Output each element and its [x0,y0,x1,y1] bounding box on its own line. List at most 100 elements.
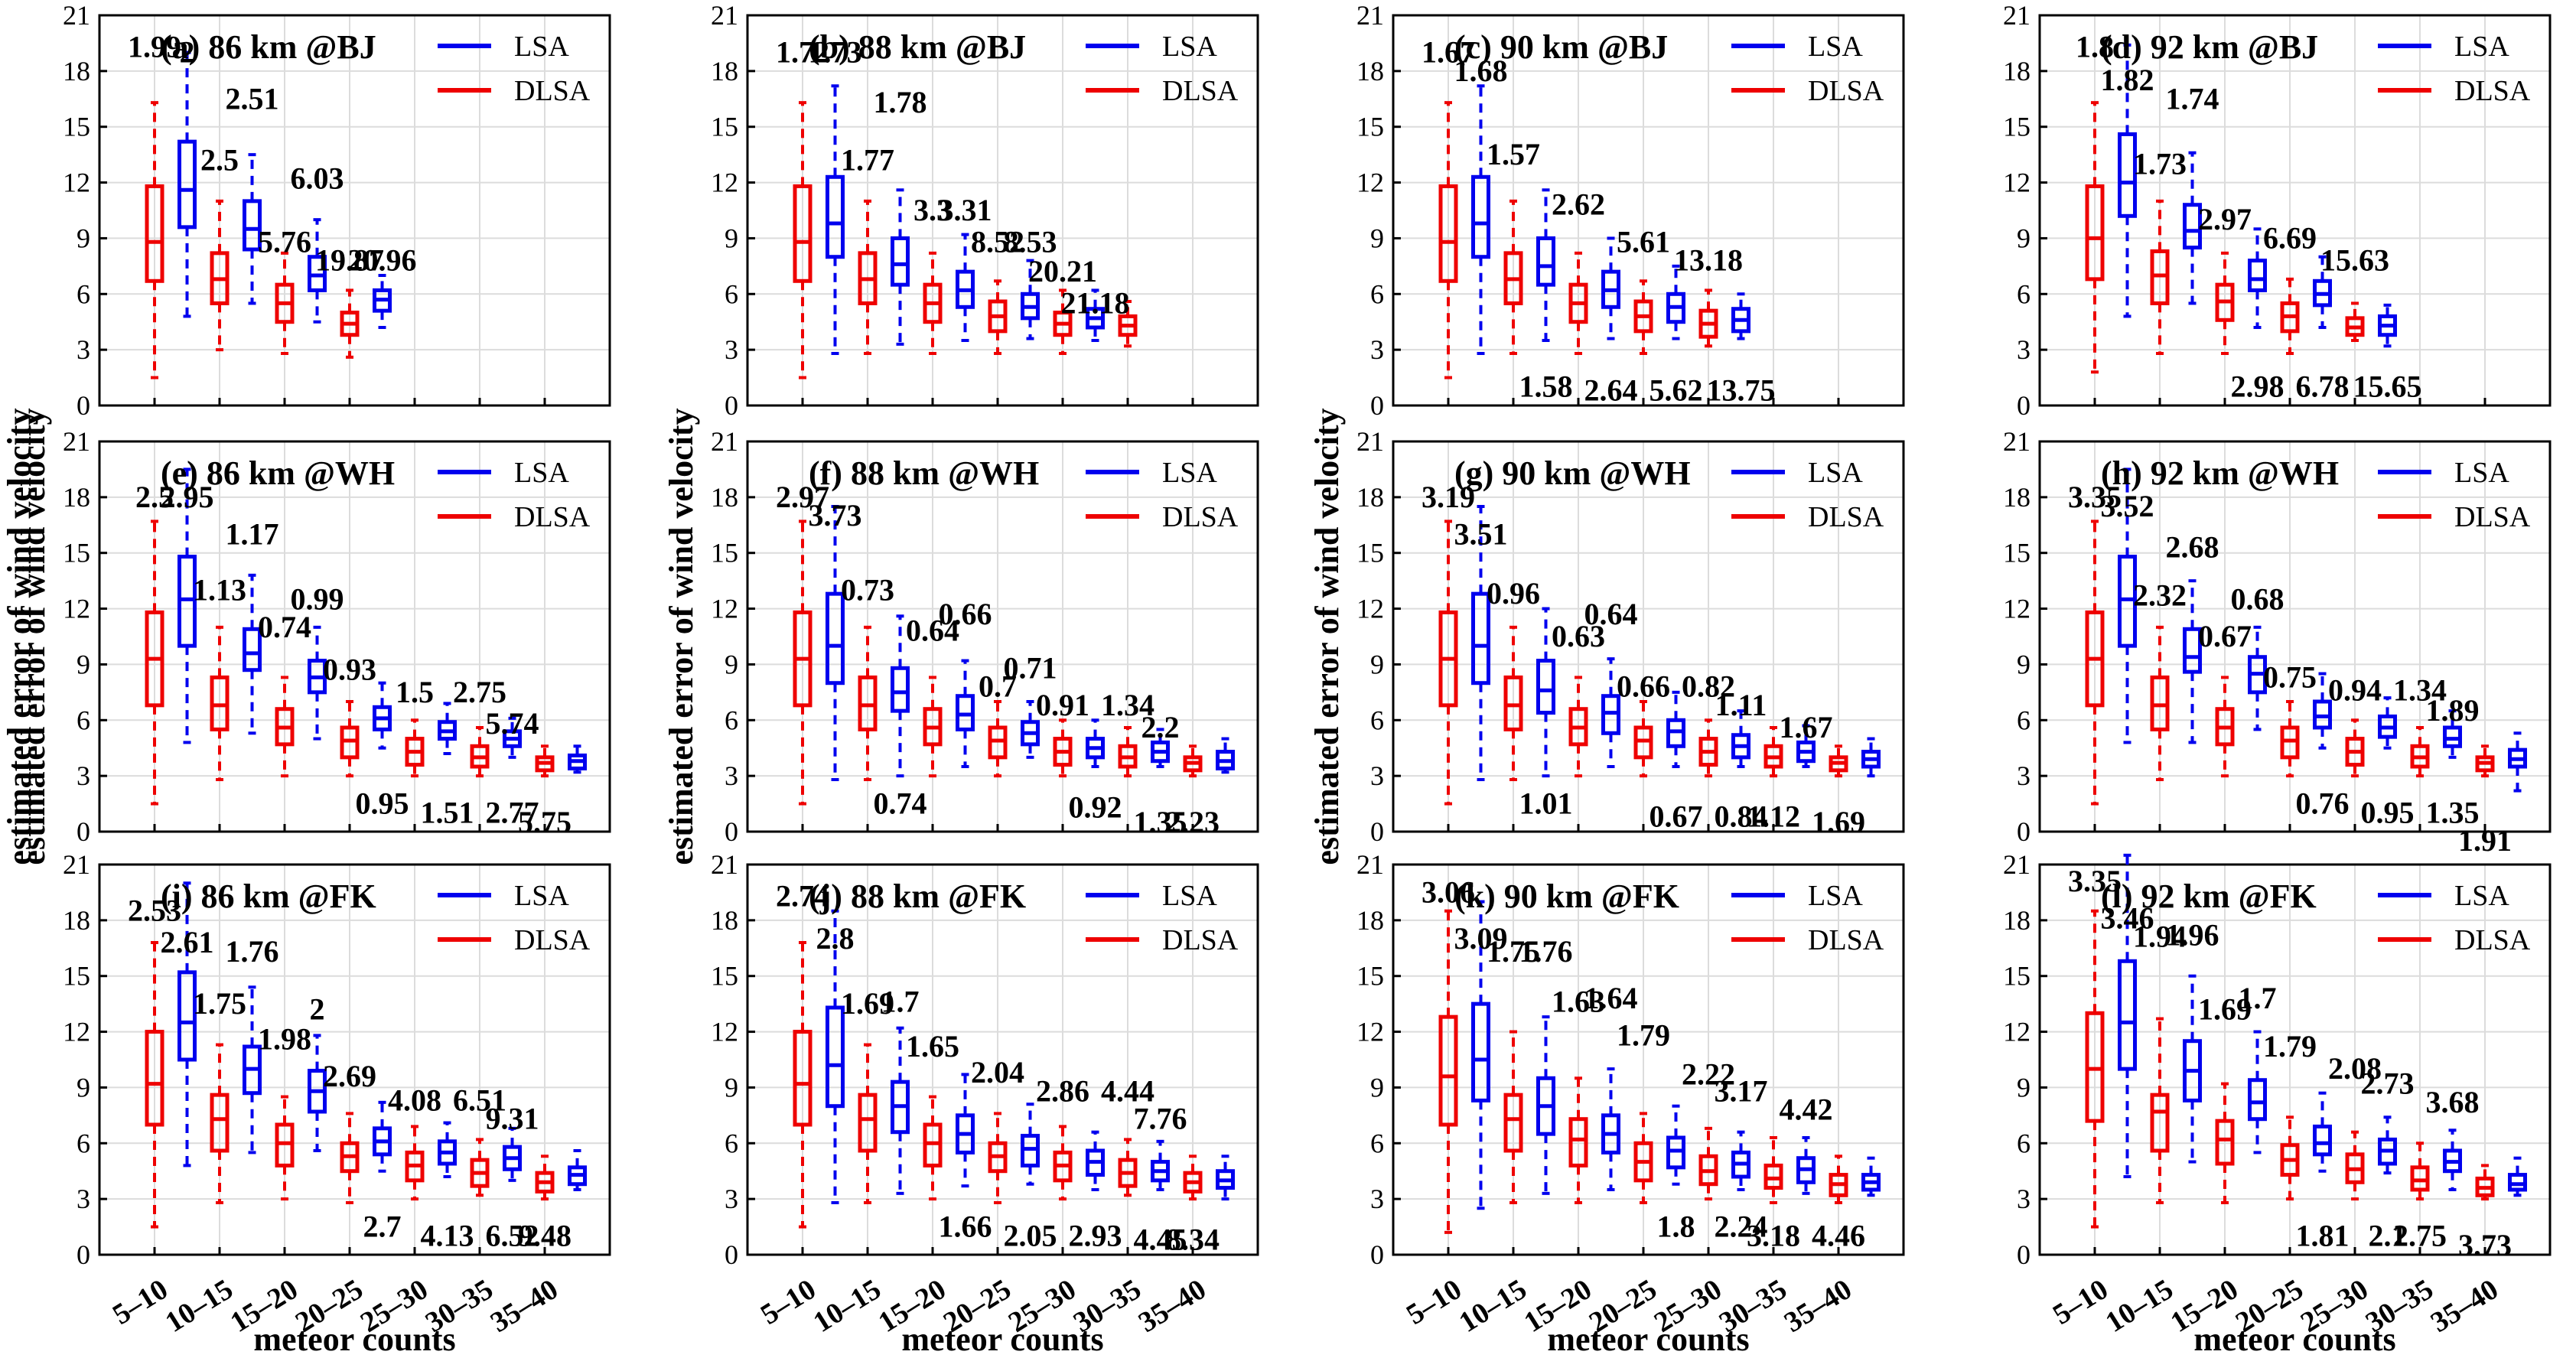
legend-dlsa-label: DLSA [514,924,591,956]
y-tick-label: 3 [725,760,738,791]
dlsa-box [1763,726,1783,778]
value-annotation: 20.21 [1028,254,1097,288]
dlsa-iqr-box [2085,184,2105,282]
value-annotation: 4.13 [421,1219,474,1253]
y-tick-label: 6 [2017,1128,2031,1158]
y-axis-label: estimated error of wind velocity [15,408,52,865]
value-annotation: 1.75 [1487,934,1540,969]
dlsa-box [2215,251,2235,355]
value-annotation: 1.35 [1134,805,1187,839]
lsa-box [1216,1154,1235,1201]
lsa-box [2443,1128,2462,1191]
value-annotation: 3.09 [1454,921,1508,956]
dlsa-box [210,1043,230,1204]
y-tick-label: 6 [725,1128,738,1158]
y-tick-label: 0 [1370,390,1384,421]
y-tick-label: 21 [1356,426,1384,457]
lsa-iqr-box [1471,591,1490,686]
value-annotation: 2.2 [1141,710,1180,744]
x-tick-label: 5–10 [1401,1273,1467,1331]
y-tick-label: 0 [2017,390,2031,421]
y-tick-label: 9 [2017,1072,2031,1102]
y-tick-label: 18 [2003,905,2031,936]
dlsa-box [1118,726,1138,778]
y-tick-label: 18 [2003,56,2031,86]
lsa-box [2378,1115,2397,1175]
x-tick-label: 35–40 [1779,1273,1858,1339]
lsa-box [826,909,845,1204]
value-annotation: 2.08 [2328,1051,2382,1086]
panel-title: (l) 92 km @FK [2101,878,2317,915]
y-tick-label: 6 [1370,278,1384,309]
lsa-box [438,1121,457,1178]
lsa-box [2118,853,2137,1178]
y-tick-label: 6 [1370,1128,1384,1158]
value-annotation: 1.82 [2101,63,2154,97]
lsa-box [177,467,197,744]
lsa-box [1151,728,1170,768]
y-tick-label: 21 [2003,0,2031,31]
value-annotation: 6.03 [291,161,344,196]
lsa-box [2248,227,2267,329]
value-annotation: 3.73 [2458,1228,2512,1262]
y-tick-label: 15 [63,961,90,992]
dlsa-box [275,1095,295,1201]
value-annotation: 0.92 [1069,790,1122,824]
lsa-iqr-box [1536,236,1555,287]
y-tick-label: 9 [1370,223,1384,253]
lsa-box [2313,672,2332,750]
lsa-box [373,1100,392,1173]
legend-lsa-label: LSA [1162,457,1217,489]
value-annotation: 2.5 [135,480,174,514]
legend-lsa-label: LSA [1808,880,1863,912]
y-tick-label: 0 [2017,816,2031,847]
dlsa-box [2150,625,2170,781]
legend-lsa-label: LSA [514,880,569,912]
value-annotation: 4.45 [1134,1223,1187,1257]
y-tick-label: 21 [63,849,90,880]
dlsa-box [1118,1138,1138,1197]
value-annotation: 2.73 [2361,1067,2415,1101]
legend-dlsa-label: DLSA [1808,501,1884,533]
y-tick-label: 18 [711,56,738,86]
y-tick-label: 21 [711,426,738,457]
dlsa-box [145,101,164,379]
dlsa-box [2280,1115,2300,1201]
dlsa-box [1763,1136,1783,1204]
axes-frame [2038,14,2552,407]
value-annotation: 1.7 [881,985,920,1019]
lsa-box [568,744,587,774]
lsa-box [1216,737,1235,774]
panel-7: 0 3 6 9 12 15 18 21 3.353.52 2.32 2.68 0.670.68 0.75… [2003,426,2552,858]
panel-title: (k) 90 km @FK [1454,878,1679,915]
y-tick-label: 3 [2017,760,2031,791]
lsa-box [177,881,197,1167]
value-annotation: 9.48 [518,1219,572,1253]
x-tick-label: 10–15 [808,1273,887,1339]
lsa-box [1471,84,1490,355]
value-annotation: 3.68 [2426,1085,2480,1119]
dlsa-box [1118,300,1138,348]
y-tick-label: 12 [63,594,90,624]
panel-6: 0 3 6 9 12 15 18 21 3.193.51 0.96 1.01 0.630.64 0.66… [1308,408,1905,865]
dlsa-box [535,1154,555,1201]
value-annotation: 0.67 [1649,799,1703,834]
dlsa-box [1568,676,1588,778]
value-annotation: 4.46 [1812,1219,1865,1253]
value-annotation: 2.8 [816,921,855,956]
lsa-box [568,1149,587,1191]
value-annotation: 1.74 [2166,81,2219,116]
lsa-box [1536,188,1555,342]
panel-title: (c) 90 km @BJ [1454,28,1668,66]
dlsa-box [2475,744,2495,778]
value-annotation: 2.61 [161,925,214,959]
panel-10: 0 3 6 9 12 15 18 21 3.06 3.091.751.76 1.631.641.79… [1356,849,1905,1358]
legend-dlsa-label: DLSA [2454,75,2531,107]
lsa-box [956,659,975,768]
dlsa-box [2345,1130,2365,1201]
y-tick-label: 0 [77,1239,90,1270]
panel-2: 0 3 6 9 12 15 18 21 1.671.68 1.57 1.58 2.62 2.64 5.61… [1356,0,1905,421]
x-tick-label: 10–15 [1454,1273,1532,1339]
value-annotation: 1.79 [2263,1029,2317,1063]
